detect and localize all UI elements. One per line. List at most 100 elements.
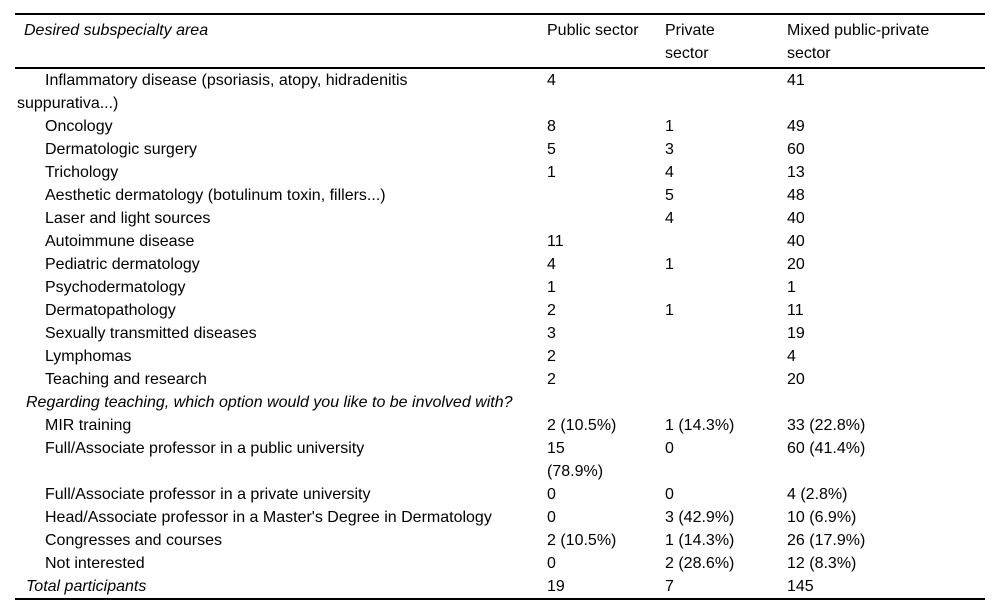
cell-public-sector: 2 (10.5%) xyxy=(547,417,617,434)
cell-mixed-sector: 26 (17.9%) xyxy=(787,532,866,549)
cell-mixed-sector: 145 xyxy=(787,578,814,595)
cell-private-sector: 1 xyxy=(665,302,674,319)
cell-mixed-sector: 4 (2.8%) xyxy=(787,486,848,503)
row-label: Autoimmune disease xyxy=(45,233,195,250)
row-label: Dermatopathology xyxy=(45,302,176,319)
row-label: Oncology xyxy=(45,118,113,135)
table-row: Congresses and courses 2 (10.5%) 1 (14.3%)… xyxy=(15,529,985,552)
cell-mixed-sector: 19 xyxy=(787,325,805,342)
row-label: Not interested xyxy=(45,555,145,572)
row-label: Trichology xyxy=(45,164,119,181)
cell-mixed-sector: 4 xyxy=(787,348,796,365)
cell-private-sector: 0 xyxy=(665,486,674,503)
cell-private-sector: 5 xyxy=(665,187,674,204)
table-body: Inflammatory disease (psoriasis, atopy, … xyxy=(15,68,985,599)
table-row: Full/Associate professor in a private un… xyxy=(15,483,985,506)
cell-private-sector xyxy=(665,68,787,115)
cell-private-sector: 7 xyxy=(665,578,674,595)
cell-private-sector xyxy=(665,276,787,299)
col-header-mixed-sector: Mixed public-private sector xyxy=(787,13,985,69)
cell-public-sector: 0 xyxy=(547,509,556,526)
cell-mixed-sector: 48 xyxy=(787,187,805,204)
row-label: Laser and light sources xyxy=(45,210,211,227)
table-row: Autoimmune disease 11 40 xyxy=(15,230,985,253)
cell-private-sector: 2 (28.6%) xyxy=(665,555,735,572)
row-label: MIR training xyxy=(45,417,132,434)
row-label: Regarding teaching, which option would y… xyxy=(26,394,513,411)
cell-mixed-sector: 40 xyxy=(787,210,805,227)
row-label: Dermatologic surgery xyxy=(45,141,198,158)
cell-public-sector: 5 xyxy=(547,141,556,158)
cell-public-sector: 15 (78.9%) xyxy=(547,440,604,480)
row-label: Aesthetic dermatology (botulinum toxin, … xyxy=(45,187,386,204)
table-row: Full/Associate professor in a public uni… xyxy=(15,437,985,483)
cell-public-sector: 4 xyxy=(547,256,556,273)
cell-mixed-sector: 12 (8.3%) xyxy=(787,555,857,572)
cell-private-sector xyxy=(665,391,787,414)
table-row: Dermatologic surgery 5 3 60 xyxy=(15,138,985,161)
row-label: Full/Associate professor in a public uni… xyxy=(45,440,365,457)
cell-public-sector: 0 xyxy=(547,555,556,572)
cell-mixed-sector: 20 xyxy=(787,256,805,273)
header-row: Desired subspecialty area Public sector … xyxy=(15,13,985,69)
cell-private-sector: 1 (14.3%) xyxy=(665,417,735,434)
cell-mixed-sector: 60 (41.4%) xyxy=(787,440,866,457)
cell-mixed-sector: 10 (6.9%) xyxy=(787,509,857,526)
cell-mixed-sector: 11 xyxy=(787,302,804,319)
col-header-private-sector: Private sector xyxy=(665,13,787,69)
cell-public-sector: 11 xyxy=(547,233,564,250)
cell-public-sector: 3 xyxy=(547,325,556,342)
col-header-public-sector: Public sector xyxy=(547,13,665,69)
row-label: Sexually transmitted diseases xyxy=(45,325,257,342)
cell-private-sector: 1 xyxy=(665,118,674,135)
cell-public-sector: 8 xyxy=(547,118,556,135)
table-row: Laser and light sources 4 40 xyxy=(15,207,985,230)
cell-public-sector: 4 xyxy=(547,72,556,89)
cell-public-sector: 0 xyxy=(547,486,556,503)
cell-private-sector: 3 xyxy=(665,141,674,158)
row-label: Congresses and courses xyxy=(45,532,222,549)
cell-mixed-sector: 13 xyxy=(787,164,805,181)
cell-public-sector: 1 xyxy=(547,164,556,181)
cell-private-sector xyxy=(665,345,787,368)
cell-mixed-sector: 20 xyxy=(787,371,805,388)
cell-mixed-sector: 40 xyxy=(787,233,805,250)
cell-mixed-sector: 49 xyxy=(787,118,805,135)
cell-mixed-sector: 33 (22.8%) xyxy=(787,417,866,434)
row-label: Full/Associate professor in a private un… xyxy=(45,486,371,503)
table-row: Inflammatory disease (psoriasis, atopy, … xyxy=(15,68,985,115)
table-row: Trichology 1 4 13 xyxy=(15,161,985,184)
table-row: Teaching and research 2 20 xyxy=(15,368,985,391)
table-row: MIR training 2 (10.5%) 1 (14.3%) 33 (22.8%) xyxy=(15,414,985,437)
table-row: Sexually transmitted diseases 3 19 xyxy=(15,322,985,345)
cell-public-sector xyxy=(547,207,665,230)
row-label: Inflammatory disease (psoriasis, atopy, … xyxy=(17,72,408,112)
subspecialty-table: Desired subspecialty area Public sector … xyxy=(15,13,985,600)
table-row: Lymphomas 2 4 xyxy=(15,345,985,368)
cell-private-sector: 1 xyxy=(665,256,674,273)
row-label: Psychodermatology xyxy=(45,279,186,296)
cell-private-sector: 0 xyxy=(665,440,674,457)
cell-private-sector: 4 xyxy=(665,164,674,181)
table-row: Pediatric dermatology 4 1 20 xyxy=(15,253,985,276)
cell-public-sector: 2 (10.5%) xyxy=(547,532,617,549)
row-label: Total participants xyxy=(26,578,147,595)
cell-private-sector: 1 (14.3%) xyxy=(665,532,735,549)
cell-private-sector xyxy=(665,230,787,253)
row-label: Teaching and research xyxy=(45,371,207,388)
cell-public-sector: 2 xyxy=(547,302,556,319)
row-label: Head/Associate professor in a Master's D… xyxy=(45,509,492,526)
table-header: Desired subspecialty area Public sector … xyxy=(15,13,985,69)
cell-public-sector xyxy=(547,391,665,414)
cell-private-sector: 4 xyxy=(665,210,674,227)
cell-mixed-sector: 60 xyxy=(787,141,805,158)
cell-private-sector xyxy=(665,322,787,345)
cell-public-sector: 1 xyxy=(547,279,556,296)
cell-public-sector: 19 xyxy=(547,578,565,595)
table-row: Dermatopathology 2 1 11 xyxy=(15,299,985,322)
cell-mixed-sector xyxy=(787,391,985,414)
cell-public-sector: 2 xyxy=(547,348,556,365)
row-label: Pediatric dermatology xyxy=(45,256,200,273)
cell-public-sector xyxy=(547,184,665,207)
